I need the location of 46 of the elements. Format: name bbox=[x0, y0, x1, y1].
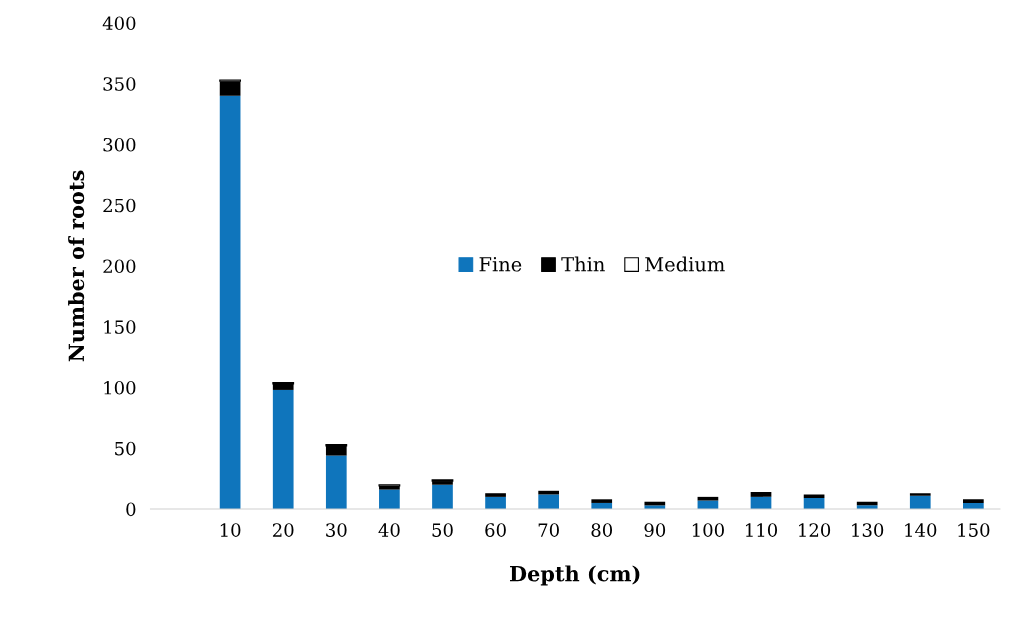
bar bbox=[538, 494, 559, 510]
x-tick-label: 40 bbox=[378, 523, 400, 537]
x-tick-label: 150 bbox=[958, 523, 990, 537]
x-tick-label: 120 bbox=[799, 523, 831, 537]
x-tick-label: 130 bbox=[852, 523, 884, 537]
x-tick-label: 10 bbox=[220, 523, 241, 537]
bar bbox=[750, 492, 772, 497]
x-tick-label: 30 bbox=[326, 523, 347, 537]
legend-label: Medium bbox=[645, 256, 725, 272]
y-tick-label: 150 bbox=[104, 320, 136, 334]
bar bbox=[909, 495, 931, 510]
bar bbox=[432, 484, 453, 510]
x-tick-label: 140 bbox=[905, 523, 937, 537]
y-tick-label: 400 bbox=[102, 16, 136, 31]
legend-label: Fine bbox=[479, 257, 522, 272]
bar bbox=[803, 494, 825, 499]
x-tick-label: 90 bbox=[644, 523, 666, 537]
y-tick-label: 350 bbox=[103, 77, 136, 91]
x-tick-label: 20 bbox=[272, 523, 294, 537]
x-tick-label: 100 bbox=[692, 523, 724, 537]
bar bbox=[272, 389, 294, 510]
y-axis-title: Number of roots bbox=[68, 170, 85, 362]
x-tick-label: 110 bbox=[745, 523, 778, 537]
bar bbox=[697, 496, 719, 501]
bar bbox=[325, 455, 347, 510]
y-tick-label: 250 bbox=[103, 198, 136, 213]
bar bbox=[219, 95, 241, 510]
x-tick-label: 50 bbox=[432, 523, 453, 537]
y-tick-label: 100 bbox=[104, 380, 136, 395]
x-axis-title: Depth (cm) bbox=[509, 565, 640, 586]
legend-label: Thin bbox=[561, 256, 605, 272]
x-tick-label: 70 bbox=[538, 523, 559, 537]
bar bbox=[591, 499, 613, 503]
bar bbox=[485, 496, 506, 510]
bar bbox=[485, 493, 506, 497]
y-tick-label: 0 bbox=[126, 502, 136, 517]
bar bbox=[325, 445, 347, 456]
y-tick-label: 200 bbox=[103, 259, 136, 274]
bar bbox=[963, 499, 984, 503]
y-tick-label: 300 bbox=[103, 137, 136, 152]
bar bbox=[909, 493, 931, 496]
bar bbox=[379, 489, 400, 510]
y-tick-label: 50 bbox=[115, 441, 136, 456]
x-tick-label: 60 bbox=[485, 523, 506, 537]
x-tick-label: 80 bbox=[591, 523, 613, 537]
bar bbox=[219, 81, 241, 96]
